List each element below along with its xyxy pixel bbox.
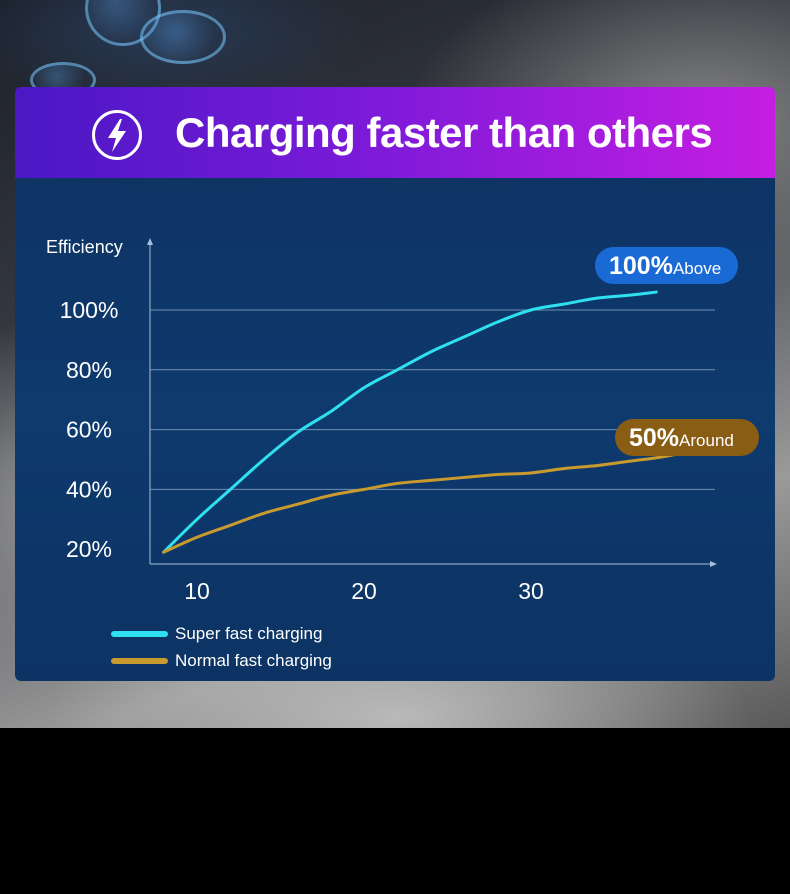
y-tick-label: 40% xyxy=(66,476,112,502)
legend-label-super: Super fast charging xyxy=(175,624,323,643)
x-axis-arrow xyxy=(710,561,717,567)
page-title: Charging faster than others xyxy=(175,109,713,156)
y-tick-label: 60% xyxy=(66,417,112,443)
legend-swatch-super xyxy=(111,631,168,637)
title-banner: Charging faster than others xyxy=(15,87,775,178)
series-line-super xyxy=(162,290,658,554)
background-bottom xyxy=(0,728,790,894)
y-tick-label: 80% xyxy=(66,357,112,383)
legend-label-normal: Normal fast charging xyxy=(175,651,332,670)
y-tick-label: 20% xyxy=(66,536,112,562)
chart-panel: Charging faster than others Efficiency 20… xyxy=(15,87,775,681)
y-axis-label: Efficiency xyxy=(46,237,123,257)
decorative-bubble xyxy=(140,10,226,64)
x-tick-label: 10 xyxy=(184,578,210,604)
lightning-bolt-icon xyxy=(92,110,142,160)
series-line-normal xyxy=(162,446,708,554)
annotation-badge-normal-text: 50%Around xyxy=(629,424,734,452)
y-tick-label: 100% xyxy=(60,297,119,323)
annotation-badge-super-text: 100%Above xyxy=(609,252,721,280)
annotation-badge-normal xyxy=(615,419,759,456)
x-tick-label: 30 xyxy=(518,578,544,604)
y-axis-arrow xyxy=(147,238,153,245)
x-tick-label: 20 xyxy=(351,578,377,604)
legend-swatch-normal xyxy=(111,658,168,664)
charging-chart: Efficiency 20% 40% 60% 80% 100% 10 20 30 100%Abov… xyxy=(46,237,759,604)
annotation-badge-super xyxy=(595,247,738,284)
